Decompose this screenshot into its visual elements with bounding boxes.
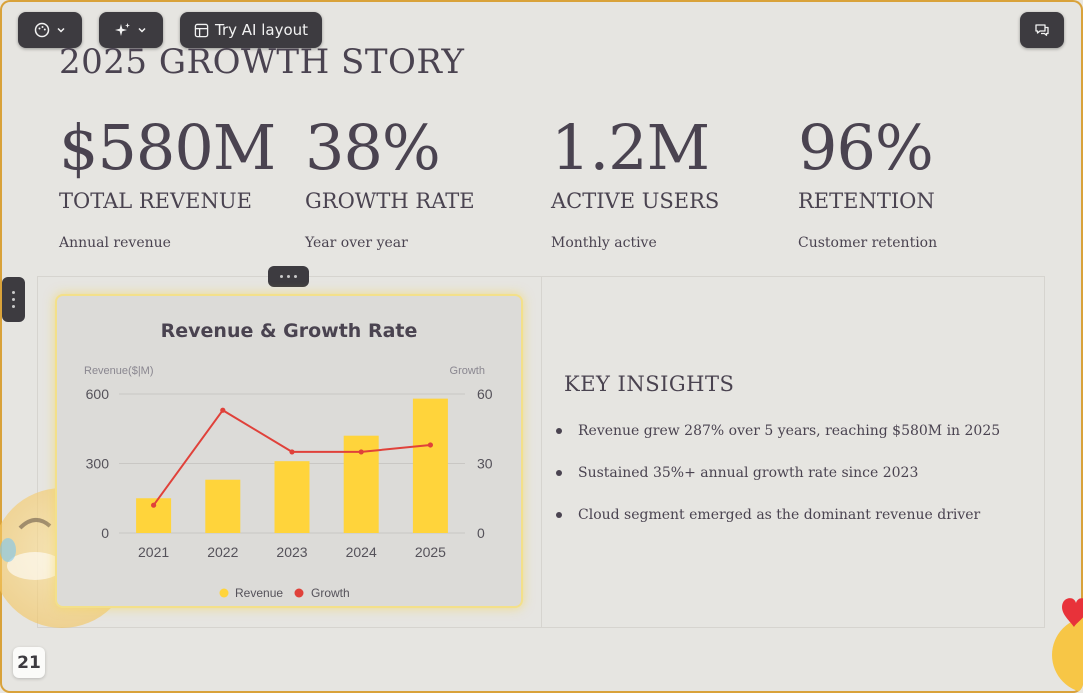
y-axis-right-title: Growth <box>450 365 485 377</box>
data-point <box>358 449 364 455</box>
data-point <box>289 449 295 455</box>
comment-icon <box>1034 22 1050 38</box>
metric-value: 38% <box>305 111 441 184</box>
y-tick-label-right: 60 <box>477 386 493 402</box>
comment-button[interactable] <box>1020 12 1064 48</box>
palette-icon <box>34 22 50 38</box>
drag-handle-horizontal[interactable] <box>268 266 309 287</box>
insight-text: Revenue grew 287% over 5 years, reaching… <box>578 423 1001 439</box>
try-ai-layout-label: Try AI layout <box>214 21 309 39</box>
metric-description: Year over year <box>305 235 408 251</box>
insight-text: Cloud segment emerged as the dominant re… <box>578 507 981 523</box>
section-divider <box>541 276 542 628</box>
insights-list: Revenue grew 287% over 5 years, reaching… <box>556 420 1000 546</box>
x-tick-label: 2023 <box>276 544 307 560</box>
magic-button[interactable] <box>99 12 163 48</box>
y-tick-label-right: 0 <box>477 525 485 541</box>
data-point <box>220 407 226 413</box>
data-point <box>427 442 433 448</box>
x-tick-label: 2021 <box>138 544 169 560</box>
legend-label-revenue: Revenue <box>235 586 283 600</box>
y-tick-label-left: 0 <box>101 525 109 541</box>
layout-icon <box>194 23 209 38</box>
metric-value: 96% <box>798 111 934 184</box>
insights-title: KEY INSIGHTS <box>564 372 735 396</box>
bullet-icon <box>556 428 562 434</box>
page-number-badge[interactable]: 21 <box>13 647 45 678</box>
metric-description: Customer retention <box>798 235 938 251</box>
y-tick-label-right: 30 <box>477 456 493 472</box>
slide-title: 2025 GROWTH STORY <box>59 42 465 82</box>
revenue-growth-chart: Revenue & Growth Rate Revenue($|M) Growth 0… <box>84 320 493 600</box>
metric-label: TOTAL REVENUE <box>59 189 252 213</box>
list-item: Revenue grew 287% over 5 years, reaching… <box>556 420 1000 462</box>
chevron-down-icon <box>56 25 66 35</box>
x-tick-label: 2024 <box>346 544 377 560</box>
x-tick-label: 2025 <box>415 544 446 560</box>
heart-eyes-emoji-sticker <box>1052 598 1083 693</box>
metric-description: Annual revenue <box>59 235 171 251</box>
metric-label: ACTIVE USERS <box>551 189 720 213</box>
legend-label-growth: Growth <box>311 586 350 600</box>
legend-marker-growth <box>294 588 304 598</box>
metric-growth-rate: 38% GROWTH RATE Year over year <box>305 110 545 252</box>
y-tick-label-left: 600 <box>86 386 110 402</box>
bullet-icon <box>556 512 562 518</box>
list-item: Cloud segment emerged as the dominant re… <box>556 504 1000 546</box>
bar <box>412 398 448 533</box>
insight-text: Sustained 35%+ annual growth rate since … <box>578 465 919 481</box>
metric-value: $580M <box>59 111 276 184</box>
sparkles-icon <box>115 22 131 38</box>
data-point <box>151 502 157 508</box>
bar <box>205 479 241 533</box>
y-tick-label-left: 300 <box>86 456 110 472</box>
metric-retention: 96% RETENTION Customer retention <box>798 110 1038 252</box>
chevron-down-icon <box>137 25 147 35</box>
list-item: Sustained 35%+ annual growth rate since … <box>556 462 1000 504</box>
chart-title: Revenue & Growth Rate <box>161 320 418 342</box>
legend-marker-revenue <box>219 588 229 598</box>
metric-value: 1.2M <box>551 111 710 184</box>
y-axis-left-title: Revenue($|M) <box>84 365 154 377</box>
bar <box>274 461 310 533</box>
metric-description: Monthly active <box>551 235 657 251</box>
bullet-icon <box>556 470 562 476</box>
x-tick-label: 2022 <box>207 544 238 560</box>
palette-button[interactable] <box>18 12 82 48</box>
metric-label: GROWTH RATE <box>305 189 475 213</box>
metric-total-revenue: $580M TOTAL REVENUE Annual revenue <box>59 110 299 252</box>
chart-card[interactable]: Revenue & Growth Rate Revenue($|M) Growth 0… <box>57 296 521 606</box>
drag-handle-vertical[interactable] <box>2 277 25 322</box>
try-ai-layout-button[interactable]: Try AI layout <box>180 12 322 48</box>
metric-label: RETENTION <box>798 189 935 213</box>
metric-active-users: 1.2M ACTIVE USERS Monthly active <box>551 110 791 252</box>
